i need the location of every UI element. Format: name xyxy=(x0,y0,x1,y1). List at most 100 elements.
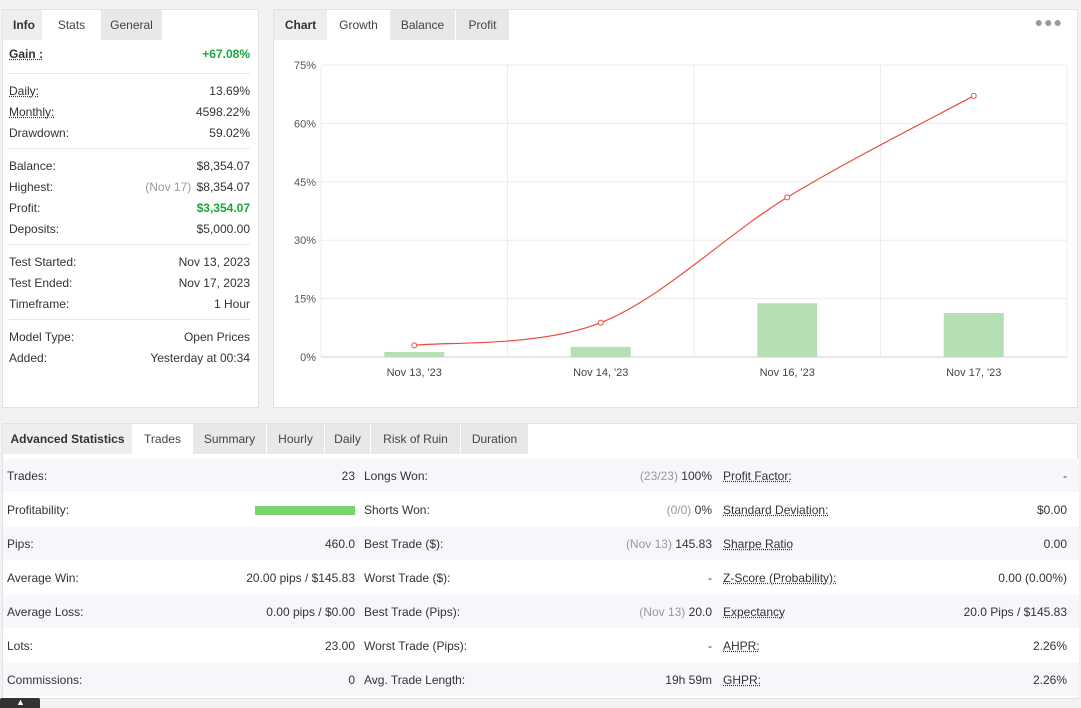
tab-hourly[interactable]: Hourly xyxy=(267,424,325,454)
tab-growth[interactable]: Growth xyxy=(328,10,390,40)
stat-value: 0.00 xyxy=(1043,537,1067,551)
stat-value: 145.83 xyxy=(675,537,712,551)
stat-value-wrap: (Nov 13) 20.0 xyxy=(639,605,712,619)
stat-cell: Avg. Trade Length: 19h 59m xyxy=(360,663,717,697)
stat-cell: Shorts Won: (0/0) 0% xyxy=(360,493,717,527)
stat-label: Trades: xyxy=(7,469,48,483)
stat-cell: GHPR: 2.26% xyxy=(717,663,1073,697)
stat-note: (Nov 13) xyxy=(625,537,672,551)
advanced-statistics-panel: Advanced Statistics Trades Summary Hourl… xyxy=(2,423,1079,699)
tab-balance[interactable]: Balance xyxy=(390,10,456,40)
tab-general[interactable]: General xyxy=(101,10,163,40)
model-type-label: Model Type: xyxy=(9,329,75,344)
stat-note: (23/23) xyxy=(639,469,678,483)
more-dots-icon[interactable]: ●●● xyxy=(1034,14,1063,30)
stat-value: 0 xyxy=(348,673,355,687)
growth-chart: 75% 60% 45% 30% 15% 0% Nov 13, '23 Nov 14, '23 N… xyxy=(294,60,1068,379)
daily-label[interactable]: Daily: xyxy=(9,83,40,98)
tab-info[interactable]: Info xyxy=(3,10,43,40)
stat-value: - xyxy=(708,571,712,585)
stat-label[interactable]: AHPR: xyxy=(723,639,760,653)
tab-daily[interactable]: Daily xyxy=(325,424,371,454)
gain-label[interactable]: Gain : xyxy=(9,47,44,61)
data-point xyxy=(784,194,791,201)
balance-value: $8,354.07 xyxy=(196,158,250,173)
data-point xyxy=(597,319,604,326)
stat-value-wrap: 460.0 xyxy=(325,537,355,551)
tab-stats[interactable]: Stats xyxy=(43,10,101,40)
divider xyxy=(9,148,250,149)
bar xyxy=(570,346,631,357)
scroll-top-button[interactable]: ▲ xyxy=(0,697,40,708)
stat-label[interactable]: Z-Score (Probability): xyxy=(723,571,837,585)
stat-label: Average Win: xyxy=(7,571,79,585)
stat-value-wrap: 23 xyxy=(342,469,355,483)
bar xyxy=(943,313,1004,357)
stat-label: Commissions: xyxy=(7,673,83,687)
profit-label: Profit: xyxy=(9,200,41,215)
stat-value: 100% xyxy=(681,469,712,483)
test-ended-value: Nov 17, 2023 xyxy=(178,275,250,290)
data-point xyxy=(970,92,977,99)
stat-value-wrap: - xyxy=(708,639,712,653)
gain-value: +67.08% xyxy=(202,47,250,61)
divider xyxy=(9,73,250,74)
table-row: Average Loss: 0.00 pips / $0.00 Best Trade… xyxy=(3,595,1079,629)
stat-cell: Standard Deviation: $0.00 xyxy=(717,493,1073,527)
profit-row: Profit: $3,354.07 xyxy=(9,197,250,218)
table-row: Profitability: Shorts Won: (0/0) 0% Standar… xyxy=(3,493,1079,527)
stat-label[interactable]: Expectancy xyxy=(723,605,786,619)
bar xyxy=(384,351,445,357)
stat-label[interactable]: Sharpe Ratio xyxy=(723,537,794,551)
tab-chart[interactable]: Chart xyxy=(274,10,328,40)
balance-row: Balance: $8,354.07 xyxy=(9,155,250,176)
stat-value: 2.26% xyxy=(1032,673,1067,687)
drawdown-value: 59.02% xyxy=(209,125,250,140)
deposits-value: $5,000.00 xyxy=(196,221,250,236)
advanced-tabs: Advanced Statistics Trades Summary Hourl… xyxy=(3,424,1077,454)
stat-value-wrap: 20.0 Pips / $145.83 xyxy=(964,605,1067,619)
stat-value-wrap: 2.26% xyxy=(1033,639,1067,653)
stat-label[interactable]: Profit Factor: xyxy=(723,469,792,483)
stat-cell: Sharpe Ratio 0.00 xyxy=(717,527,1073,561)
stat-value-wrap: 23.00 xyxy=(325,639,355,653)
monthly-label[interactable]: Monthly: xyxy=(9,104,55,119)
growth-line xyxy=(414,95,975,346)
test-started-label: Test Started: xyxy=(9,254,77,269)
tab-profit[interactable]: Profit xyxy=(456,10,510,40)
stat-label[interactable]: GHPR: xyxy=(723,673,762,687)
stat-value-wrap: 19h 59m xyxy=(665,673,712,687)
tab-summary[interactable]: Summary xyxy=(193,424,267,454)
y-tick-label: 15% xyxy=(294,294,316,306)
model-type-value: Open Prices xyxy=(183,329,250,344)
stat-value: 19h 59m xyxy=(665,673,712,687)
stat-label: Pips: xyxy=(7,537,34,551)
stat-label[interactable]: Standard Deviation: xyxy=(723,503,829,517)
balance-label: Balance: xyxy=(9,158,56,173)
stat-note: (Nov 13) xyxy=(639,605,686,619)
tab-advanced-statistics[interactable]: Advanced Statistics xyxy=(3,424,133,454)
table-row: Average Win: 20.00 pips / $145.83 Worst Tr… xyxy=(3,561,1079,595)
stat-label: Worst Trade (Pips): xyxy=(364,639,468,653)
model-type-row: Model Type: Open Prices xyxy=(9,326,250,347)
x-tick-label: Nov 16, '23 xyxy=(760,367,815,379)
tab-trades[interactable]: Trades xyxy=(133,424,193,454)
info-body: Gain : +67.08% Daily: 13.69% Monthly: 45… xyxy=(3,40,258,368)
y-tick-label: 75% xyxy=(294,60,316,72)
monthly-value: 4598.22% xyxy=(195,104,250,119)
divider xyxy=(9,319,250,320)
table-row: Trades: 23 Longs Won: (23/23) 100% Profit Fa… xyxy=(3,459,1079,493)
tab-duration[interactable]: Duration xyxy=(461,424,529,454)
stat-label: Shorts Won: xyxy=(364,503,430,517)
highest-value: $8,354.07 xyxy=(196,179,250,194)
stat-cell: Expectancy 20.0 Pips / $145.83 xyxy=(717,595,1073,629)
table-row: Lots: 23.00 Worst Trade (Pips): - AHPR: 2.26% xyxy=(3,629,1079,663)
timeframe-row: Timeframe: 1 Hour xyxy=(9,293,250,314)
stat-value: $0.00 xyxy=(1036,503,1067,517)
stat-value-wrap: (0/0) 0% xyxy=(667,503,712,517)
tab-risk-of-ruin[interactable]: Risk of Ruin xyxy=(371,424,461,454)
stat-label: Best Trade ($): xyxy=(364,537,444,551)
stat-value: 2.26% xyxy=(1032,639,1067,653)
highest-date: (Nov 17) xyxy=(145,179,192,194)
stat-value-wrap: 0.00 pips / $0.00 xyxy=(266,605,355,619)
